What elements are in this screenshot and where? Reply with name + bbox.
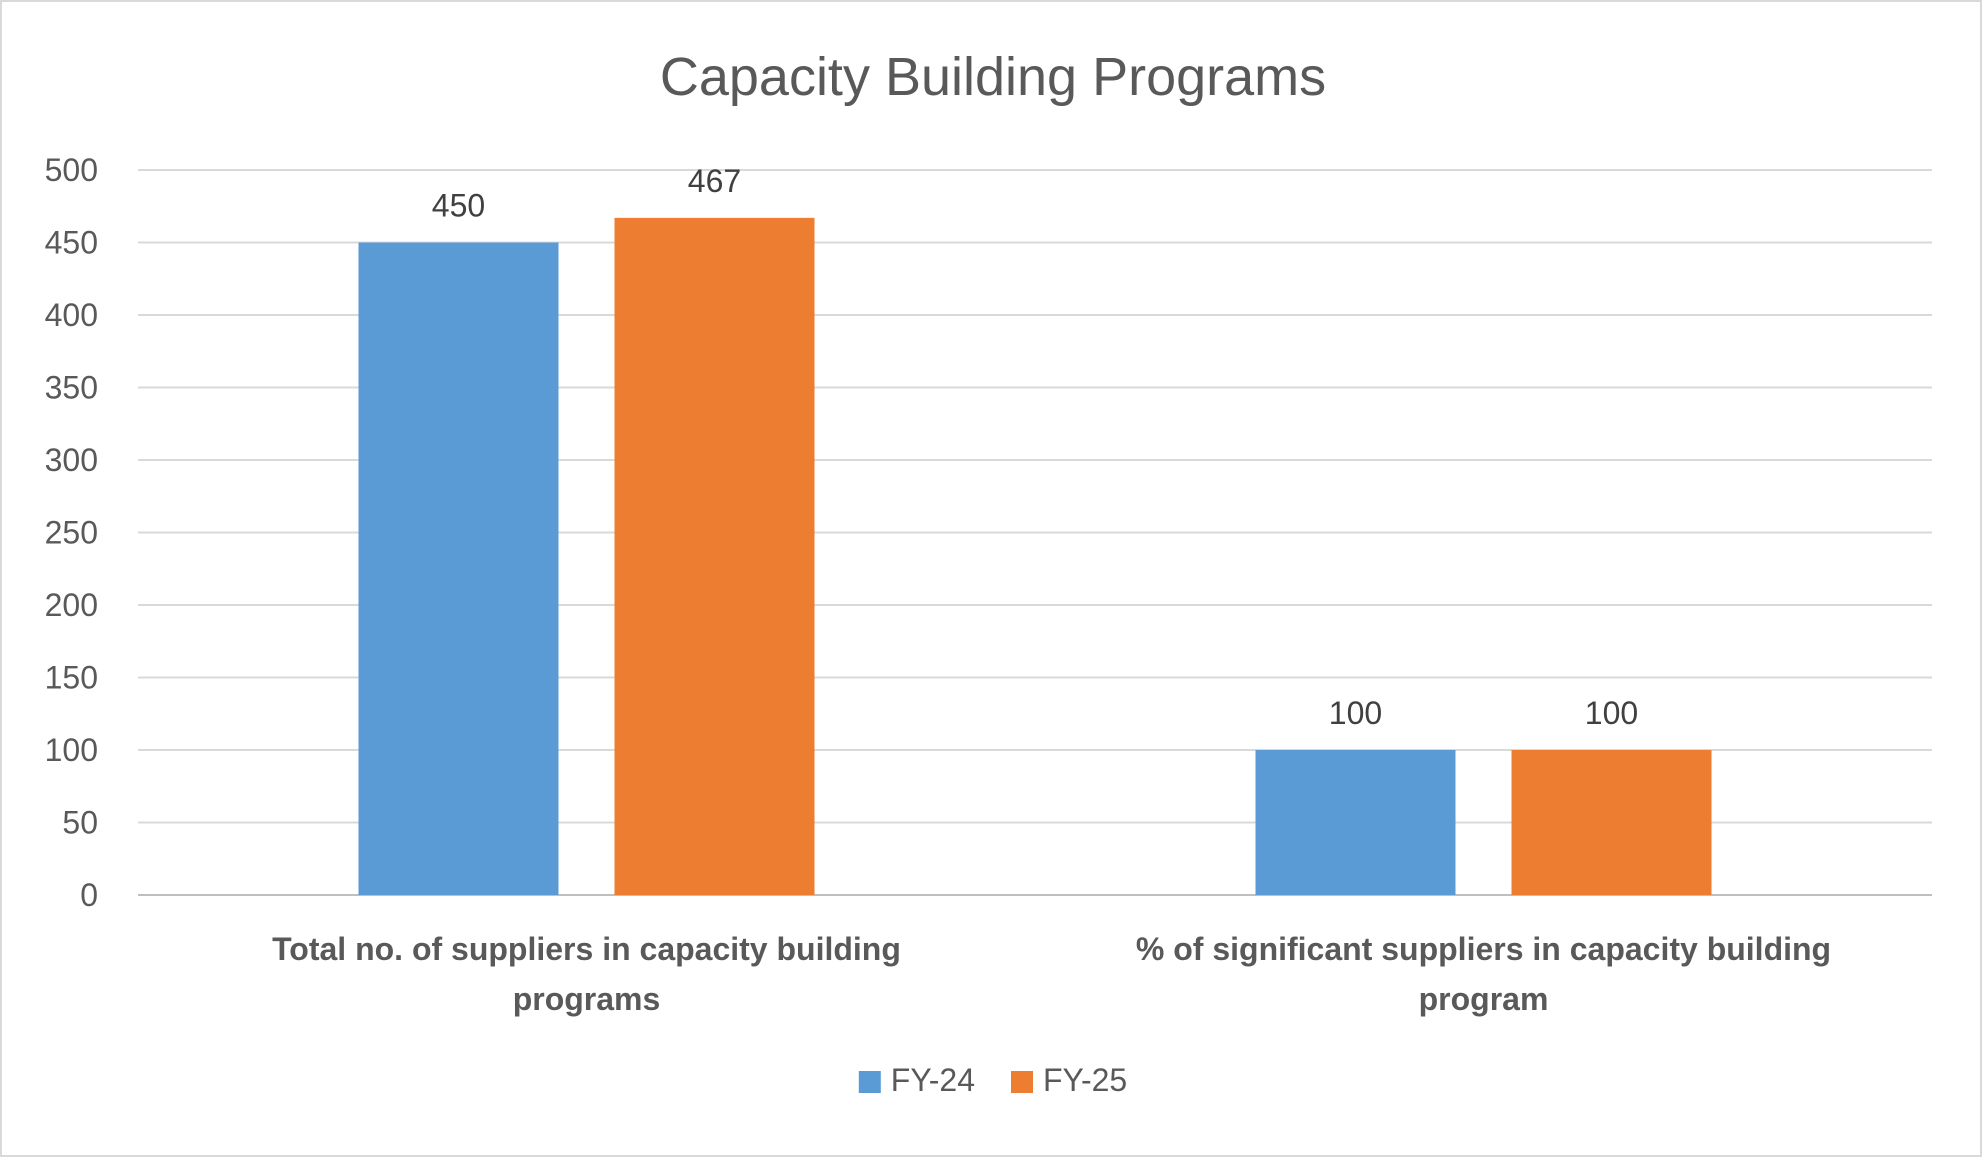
y-tick-label: 350 bbox=[45, 370, 98, 406]
data-labels: 450 467 100 100 bbox=[432, 163, 1638, 731]
legend: FY-24 FY-25 bbox=[858, 1062, 1127, 1098]
data-label: 100 bbox=[1329, 695, 1382, 731]
y-tick-label: 450 bbox=[45, 225, 98, 261]
data-label: 100 bbox=[1585, 695, 1638, 731]
y-tick-label: 100 bbox=[45, 732, 98, 768]
category-label: % of significant suppliers in capacity b… bbox=[1136, 931, 1831, 967]
y-tick-label: 150 bbox=[45, 660, 98, 696]
legend-label-fy-25: FY-25 bbox=[1043, 1062, 1127, 1098]
data-label: 467 bbox=[688, 163, 741, 199]
y-axis-ticks: 0 50 100 150 200 250 300 350 400 450 500 bbox=[45, 152, 98, 913]
bar-fy-24-1 bbox=[358, 242, 559, 895]
chart-title: Capacity Building Programs bbox=[660, 47, 1326, 107]
legend-swatch-fy-24 bbox=[858, 1071, 881, 1093]
y-tick-label: 500 bbox=[45, 152, 98, 188]
y-tick-label: 50 bbox=[62, 805, 98, 841]
legend-label-fy-24: FY-24 bbox=[891, 1062, 975, 1098]
category-label: programs bbox=[513, 981, 661, 1017]
data-label: 450 bbox=[432, 188, 485, 224]
y-tick-label: 200 bbox=[45, 587, 98, 623]
bar-fy-24-2 bbox=[1255, 750, 1456, 895]
bars bbox=[358, 217, 1712, 896]
y-tick-label: 0 bbox=[80, 877, 98, 913]
bar-fy-25-2 bbox=[1511, 750, 1712, 895]
y-tick-label: 300 bbox=[45, 442, 98, 478]
y-tick-label: 400 bbox=[45, 297, 98, 333]
bar-fy-25-1 bbox=[614, 217, 815, 896]
x-axis-categories: Total no. of suppliers in capacity build… bbox=[272, 931, 1831, 1017]
category-label: program bbox=[1419, 981, 1549, 1017]
y-tick-label: 250 bbox=[45, 515, 98, 551]
legend-swatch-fy-25 bbox=[1011, 1071, 1033, 1093]
category-label: Total no. of suppliers in capacity build… bbox=[272, 931, 901, 967]
